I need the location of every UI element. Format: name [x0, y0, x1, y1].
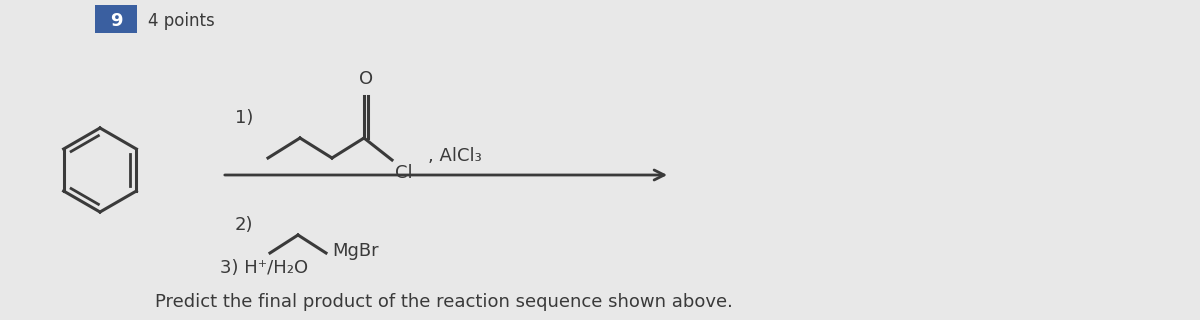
Text: MgBr: MgBr: [332, 242, 379, 260]
Text: 3) H⁺/H₂O: 3) H⁺/H₂O: [220, 259, 308, 277]
Text: Predict the final product of the reaction sequence shown above.: Predict the final product of the reactio…: [155, 293, 733, 311]
Text: 4 points: 4 points: [148, 12, 215, 30]
Text: 9: 9: [109, 12, 122, 30]
Text: 2): 2): [235, 216, 253, 234]
Text: O: O: [359, 70, 373, 88]
FancyBboxPatch shape: [95, 5, 137, 33]
Text: , AlCl₃: , AlCl₃: [428, 147, 481, 165]
Text: 1): 1): [235, 109, 253, 127]
Text: Cl: Cl: [395, 164, 413, 182]
